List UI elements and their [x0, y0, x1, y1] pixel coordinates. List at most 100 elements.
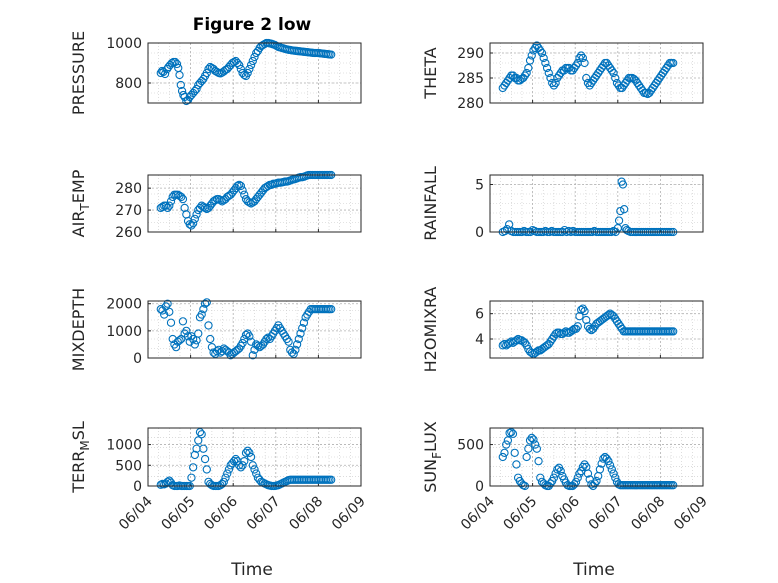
- data-point: [200, 203, 210, 213]
- data-point: [669, 481, 678, 490]
- data-point: [544, 68, 553, 78]
- subplot-air-temp: 260 270 280 AIRTEMP: [69, 169, 362, 241]
- x-tick-label: 06/04: [458, 493, 498, 533]
- subplot-pressure: 800 1000 PRESSURE: [69, 31, 362, 115]
- y-tick-label: 285: [457, 71, 484, 87]
- data-point: [580, 306, 589, 316]
- data-point: [243, 68, 252, 78]
- axes-box: [147, 42, 362, 104]
- data-point: [542, 63, 552, 73]
- y-tick-label: 280: [457, 96, 484, 112]
- data-point: [187, 473, 196, 482]
- data-point: [245, 64, 254, 74]
- x-tick-label: 06/06: [201, 493, 241, 533]
- data-point: [200, 299, 210, 308]
- data-point: [172, 59, 182, 69]
- data-point: [190, 214, 200, 223]
- data-point: [524, 63, 533, 73]
- data-point: [298, 323, 307, 333]
- data-point: [190, 86, 200, 96]
- data-point: [190, 340, 200, 349]
- data-point: [202, 465, 211, 474]
- data-point: [219, 477, 228, 487]
- subplot-h2omixra: 4 6 H2OMIXRA: [421, 287, 704, 372]
- y-tick-label: 500: [115, 458, 142, 474]
- y-tick-label: 5: [475, 178, 484, 194]
- data-point: [502, 440, 511, 449]
- data-point: [522, 341, 531, 350]
- data-point: [165, 201, 174, 210]
- data-point: [189, 219, 198, 228]
- y-axis-label: AIRTEMP: [69, 169, 92, 237]
- data-point: [327, 50, 336, 59]
- data-point: [161, 201, 171, 210]
- data-point: [524, 444, 533, 453]
- data-point: [585, 324, 594, 334]
- data-point: [539, 53, 548, 63]
- data-point: [202, 298, 211, 307]
- data-point: [549, 473, 559, 482]
- y-tick-label: 4: [475, 332, 484, 348]
- data-point: [166, 197, 176, 206]
- data-point: [531, 43, 540, 53]
- data-point: [534, 456, 543, 466]
- data-point: [235, 461, 244, 470]
- data-point: [583, 469, 593, 478]
- data-point: [609, 68, 618, 78]
- data-point: [235, 60, 244, 70]
- data-point: [248, 56, 257, 66]
- data-point: [541, 58, 550, 68]
- subplot-terr-msl: 0 500 1000 06/04 06/05 06/06 06/07 06/08 06/09 TE…: [69, 421, 369, 533]
- data-point: [163, 203, 172, 213]
- data-point: [522, 452, 531, 462]
- data-point: [250, 465, 259, 474]
- data-point: [245, 198, 254, 207]
- data-point: [669, 327, 678, 336]
- data-point: [641, 88, 651, 98]
- data-point: [238, 461, 247, 470]
- data-point: [578, 462, 588, 472]
- data-point: [622, 225, 631, 235]
- data-point: [231, 454, 240, 464]
- data-point: [167, 58, 177, 68]
- scatter-series: [498, 427, 678, 491]
- data-point: [527, 433, 536, 443]
- y-tick-label: 0: [133, 351, 142, 367]
- data-point: [507, 427, 516, 437]
- y-tick-label: 0: [475, 225, 484, 241]
- x-tick-label: 06/07: [244, 494, 284, 534]
- data-point: [178, 317, 188, 326]
- data-point: [195, 427, 205, 437]
- data-point: [571, 477, 581, 487]
- y-tick-label: 6: [475, 307, 484, 323]
- data-point: [183, 332, 193, 341]
- data-point: [202, 68, 211, 78]
- data-point: [498, 452, 507, 462]
- x-tick-label: 06/05: [501, 494, 541, 534]
- data-point: [165, 307, 174, 317]
- data-point: [607, 66, 616, 75]
- data-point: [599, 454, 608, 463]
- data-point: [605, 461, 615, 470]
- data-point: [175, 70, 184, 80]
- data-point: [207, 342, 217, 352]
- data-point: [245, 448, 254, 458]
- y-tick-label: 1000: [106, 36, 142, 52]
- data-point: [573, 322, 582, 331]
- data-point: [578, 304, 588, 313]
- x-tick-label: 06/08: [286, 494, 326, 534]
- data-point: [292, 340, 302, 349]
- data-point: [192, 210, 201, 219]
- data-point: [248, 351, 257, 360]
- y-tick-label: 270: [115, 203, 142, 219]
- data-point: [160, 69, 170, 79]
- axes-box: [489, 174, 704, 233]
- data-point: [520, 71, 530, 80]
- data-point: [190, 450, 200, 460]
- data-point: [223, 469, 232, 478]
- data-point: [262, 334, 271, 344]
- data-point: [500, 448, 509, 458]
- data-point: [510, 448, 519, 458]
- data-point: [157, 66, 167, 76]
